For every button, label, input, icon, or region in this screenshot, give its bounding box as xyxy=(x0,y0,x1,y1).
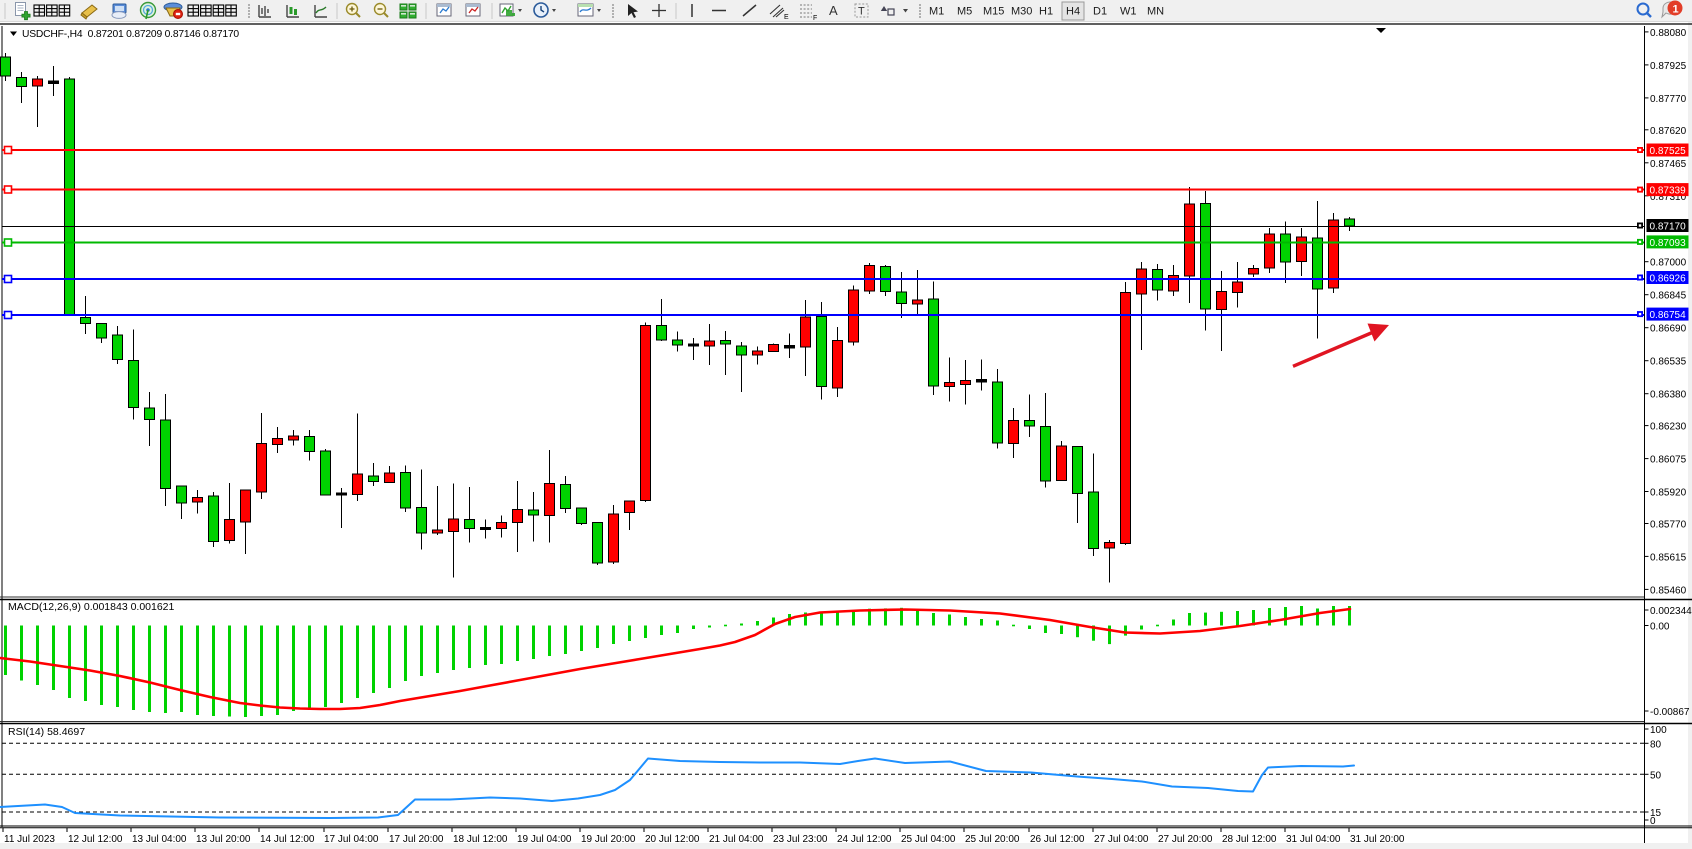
svg-text:15: 15 xyxy=(1650,808,1662,819)
svg-text:0.87770: 0.87770 xyxy=(1650,94,1687,105)
svg-text:20 Jul 12:00: 20 Jul 12:00 xyxy=(645,834,700,845)
svg-text:31 Jul 04:00: 31 Jul 04:00 xyxy=(1286,834,1341,845)
svg-text:0.87000: 0.87000 xyxy=(1650,258,1687,269)
svg-text:26 Jul 12:00: 26 Jul 12:00 xyxy=(1030,834,1085,845)
svg-text:A: A xyxy=(829,3,838,18)
svg-text:USDCHF-,H4 0.87201 0.87209 0.: USDCHF-,H4 0.87201 0.87209 0.87146 0.871… xyxy=(22,29,239,40)
svg-text:27 Jul 04:00: 27 Jul 04:00 xyxy=(1094,834,1149,845)
svg-text:27 Jul 20:00: 27 Jul 20:00 xyxy=(1158,834,1213,845)
svg-text:0.87465: 0.87465 xyxy=(1650,159,1687,170)
svg-text:H4: H4 xyxy=(1066,6,1080,18)
svg-text:0.87525: 0.87525 xyxy=(1650,146,1687,157)
svg-text:MN: MN xyxy=(1147,6,1164,18)
svg-text:12 Jul 12:00: 12 Jul 12:00 xyxy=(68,834,123,845)
svg-text:1: 1 xyxy=(1673,4,1679,16)
svg-text:M1: M1 xyxy=(929,6,944,18)
svg-text:RSI(14) 58.4697: RSI(14) 58.4697 xyxy=(8,726,85,738)
svg-text:17 Jul 20:00: 17 Jul 20:00 xyxy=(389,834,444,845)
svg-text:T: T xyxy=(858,6,865,18)
svg-text:17 Jul 04:00: 17 Jul 04:00 xyxy=(324,834,379,845)
svg-text:0.87093: 0.87093 xyxy=(1650,238,1687,249)
svg-text:0.87620: 0.87620 xyxy=(1650,126,1687,137)
svg-text:0.86380: 0.86380 xyxy=(1650,390,1687,401)
svg-text:M15: M15 xyxy=(983,6,1004,18)
svg-text:0.88080: 0.88080 xyxy=(1650,28,1687,39)
svg-text:11 Jul 2023: 11 Jul 2023 xyxy=(4,834,55,845)
svg-text:25 Jul 20:00: 25 Jul 20:00 xyxy=(965,834,1020,845)
svg-text:18 Jul 12:00: 18 Jul 12:00 xyxy=(453,834,508,845)
svg-text:50: 50 xyxy=(1650,770,1662,781)
svg-text:M5: M5 xyxy=(957,6,972,18)
svg-text:F: F xyxy=(813,15,817,22)
svg-text:25 Jul 04:00: 25 Jul 04:00 xyxy=(901,834,956,845)
svg-text:M30: M30 xyxy=(1011,6,1032,18)
svg-text:0.86845: 0.86845 xyxy=(1650,291,1687,302)
svg-text:0.85920: 0.85920 xyxy=(1650,488,1687,499)
svg-text:19 Jul 04:00: 19 Jul 04:00 xyxy=(517,834,572,845)
svg-text:19 Jul 20:00: 19 Jul 20:00 xyxy=(581,834,636,845)
svg-text:H1: H1 xyxy=(1039,6,1053,18)
svg-text:MACD(12,26,9) 0.001843 0.00162: MACD(12,26,9) 0.001843 0.001621 xyxy=(8,601,175,613)
svg-text:14 Jul 12:00: 14 Jul 12:00 xyxy=(260,834,315,845)
svg-text:0.87339: 0.87339 xyxy=(1650,186,1687,197)
svg-text:0.86926: 0.86926 xyxy=(1650,274,1687,285)
svg-text:0.87170: 0.87170 xyxy=(1650,222,1687,233)
svg-text:28 Jul 12:00: 28 Jul 12:00 xyxy=(1222,834,1277,845)
svg-text:0.86690: 0.86690 xyxy=(1650,324,1687,335)
svg-text:31 Jul 20:00: 31 Jul 20:00 xyxy=(1350,834,1405,845)
svg-text:0.86075: 0.86075 xyxy=(1650,455,1687,466)
svg-text:E: E xyxy=(784,14,789,21)
svg-text:0: 0 xyxy=(1650,816,1656,827)
svg-text:13 Jul 04:00: 13 Jul 04:00 xyxy=(132,834,187,845)
svg-text:D1: D1 xyxy=(1093,6,1107,18)
svg-text:W1: W1 xyxy=(1120,6,1137,18)
svg-text:80: 80 xyxy=(1650,739,1662,750)
svg-text:0.87310: 0.87310 xyxy=(1650,192,1687,203)
svg-text:-0.00867: -0.00867 xyxy=(1650,707,1690,718)
svg-text:21 Jul 04:00: 21 Jul 04:00 xyxy=(709,834,764,845)
svg-text:0.86535: 0.86535 xyxy=(1650,357,1687,368)
svg-text:0.86754: 0.86754 xyxy=(1650,310,1687,321)
svg-text:100: 100 xyxy=(1650,725,1667,736)
svg-text:0.002344: 0.002344 xyxy=(1650,606,1692,617)
svg-text:0.00: 0.00 xyxy=(1650,622,1670,633)
svg-text:13 Jul 20:00: 13 Jul 20:00 xyxy=(196,834,251,845)
svg-text:0.85770: 0.85770 xyxy=(1650,520,1687,531)
svg-text:23 Jul 23:00: 23 Jul 23:00 xyxy=(773,834,828,845)
svg-text:0.87925: 0.87925 xyxy=(1650,61,1687,72)
svg-text:0.85615: 0.85615 xyxy=(1650,552,1687,563)
svg-text:0.85460: 0.85460 xyxy=(1650,585,1687,596)
svg-text:24 Jul 12:00: 24 Jul 12:00 xyxy=(837,834,892,845)
svg-text:0.86230: 0.86230 xyxy=(1650,422,1687,433)
